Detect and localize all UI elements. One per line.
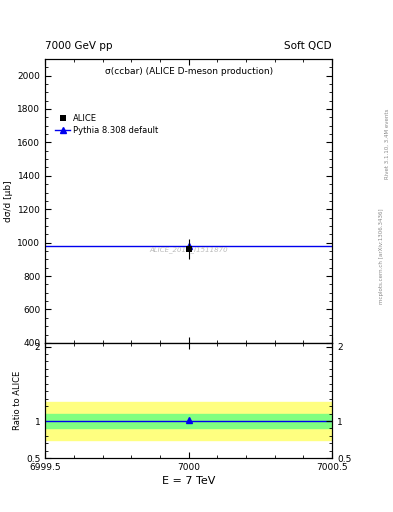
Text: mcplots.cern.ch [arXiv:1306.3436]: mcplots.cern.ch [arXiv:1306.3436] bbox=[379, 208, 384, 304]
X-axis label: E = 7 TeV: E = 7 TeV bbox=[162, 476, 215, 486]
Text: Rivet 3.1.10, 3.4M events: Rivet 3.1.10, 3.4M events bbox=[385, 108, 389, 179]
Text: 7000 GeV pp: 7000 GeV pp bbox=[45, 41, 113, 51]
Y-axis label: Ratio to ALICE: Ratio to ALICE bbox=[13, 371, 22, 430]
Text: Soft QCD: Soft QCD bbox=[285, 41, 332, 51]
Y-axis label: dσ/d [μb]: dσ/d [μb] bbox=[4, 180, 13, 222]
Legend: ALICE, Pythia 8.308 default: ALICE, Pythia 8.308 default bbox=[55, 114, 159, 135]
Text: ALICE_2017_I1511870: ALICE_2017_I1511870 bbox=[149, 246, 228, 252]
Text: σ(ccbar) (ALICE D-meson production): σ(ccbar) (ALICE D-meson production) bbox=[105, 68, 273, 76]
